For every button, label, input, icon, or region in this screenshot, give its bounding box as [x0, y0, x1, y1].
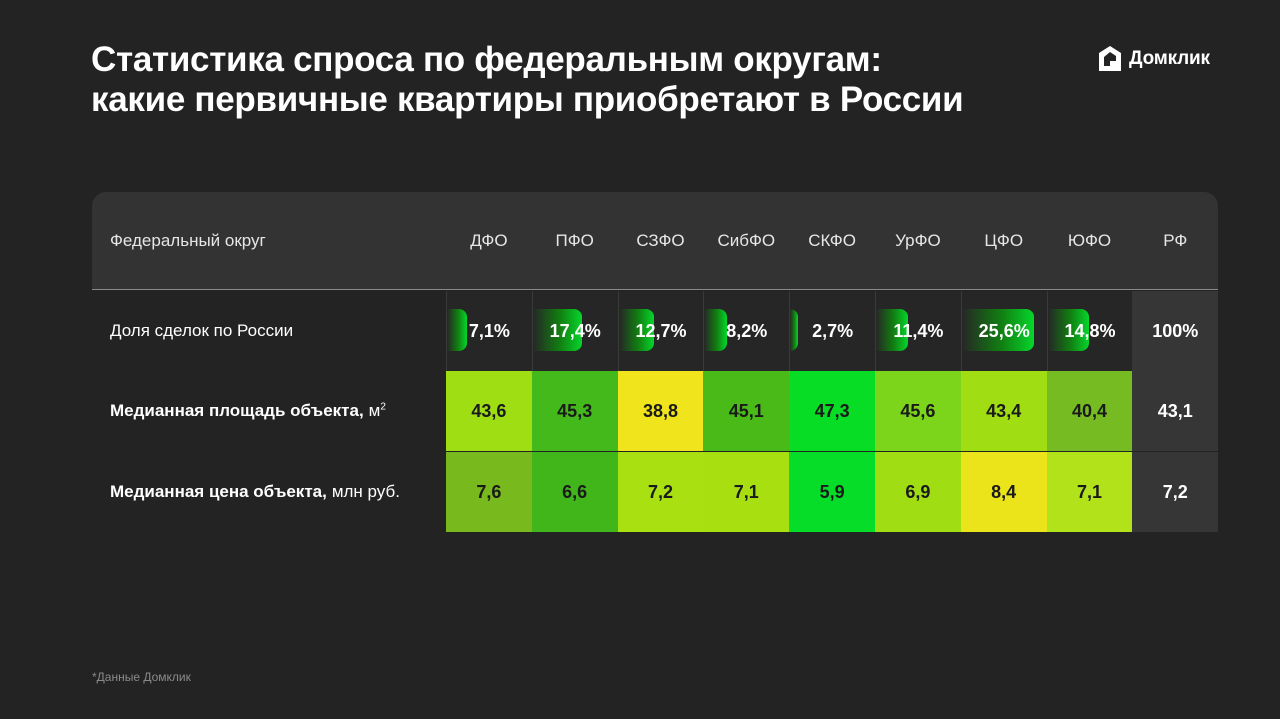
row-label-share: Доля сделок по России — [110, 291, 293, 371]
title-line-1: Статистика спроса по федеральным округам… — [91, 40, 882, 79]
row-label-unit: м2 — [368, 401, 386, 420]
title-line-2: какие первичные квартиры приобретают в Р… — [91, 80, 964, 119]
heatmap-cell: 5,9 — [789, 452, 875, 532]
table-row-area: Медианная площадь объекта, м2 43,6 45,3 38… — [92, 371, 1219, 451]
heatmap-cell: 7,6 — [446, 452, 532, 532]
heatmap-cell: 7,1 — [1046, 452, 1133, 532]
share-value: 14,8% — [1064, 320, 1116, 341]
share-value: 25,6% — [978, 320, 1030, 341]
column-header: СЗФО — [636, 231, 685, 250]
rf-total-cell: 43,1 — [1132, 371, 1219, 451]
heatmap-cell: 6,6 — [531, 452, 618, 532]
heatmap-cell: 7,1 — [703, 452, 790, 532]
heatmap-cell: 6,9 — [875, 452, 961, 532]
heatmap-cell: 43,4 — [960, 371, 1047, 451]
brand-logo: Домклик — [1097, 44, 1210, 74]
row-label-text: Доля сделок по России — [110, 321, 294, 340]
share-bar — [532, 309, 582, 351]
column-header: ЦФО — [984, 231, 1024, 250]
row-label-text: Медианная цена объекта, — [110, 482, 327, 501]
share-cell: 2,7% — [789, 291, 875, 371]
share-value: 17,4% — [549, 320, 601, 341]
share-cell: 12,7% — [617, 291, 704, 371]
share-cell: 7,1% — [446, 291, 532, 371]
column-header: СКФО — [808, 231, 856, 250]
table-row-price: Медианная цена объекта, млн руб. 7,6 6,6 7… — [92, 452, 1219, 532]
share-value: 11,4% — [893, 320, 944, 341]
heatmap-cell: 45,6 — [875, 371, 961, 451]
row-label-price: Медианная цена объекта, млн руб. — [110, 452, 400, 532]
share-value: 2,7% — [812, 320, 854, 341]
share-cell: 25,6% — [960, 291, 1047, 371]
heatmap-cell: 47,3 — [789, 371, 875, 451]
column-header: ЮФО — [1067, 231, 1112, 250]
rf-total-cell: 7,2 — [1132, 452, 1219, 532]
column-header: СибФО — [717, 231, 776, 250]
house-logo-icon — [1099, 46, 1121, 71]
heatmap-cell: 45,3 — [531, 371, 618, 451]
column-header: РФ — [1163, 231, 1188, 250]
table-row-share: Доля сделок по России 7,1% 17,4% 12,7% 8,2%… — [92, 291, 1219, 371]
table-header: Федеральный округ ДФО ПФО СЗФО СибФО СКФО УрФ… — [92, 192, 1218, 290]
stats-table: Федеральный округ ДФО ПФО СЗФО СибФО СКФО УрФ… — [92, 192, 1219, 533]
heatmap-cell: 38,8 — [617, 371, 704, 451]
page-title: Статистика спроса по федеральным округам… — [91, 40, 964, 120]
share-bar — [790, 309, 798, 351]
heatmap-cell: 40,4 — [1046, 371, 1133, 451]
row-label-unit: млн руб. — [331, 482, 400, 501]
share-bar — [447, 309, 467, 351]
column-header: УрФО — [895, 231, 941, 250]
footnote: *Данные Домклик — [92, 670, 191, 684]
share-cell: 8,2% — [703, 291, 790, 371]
header-label: Федеральный округ — [110, 231, 266, 250]
column-header: ДФО — [470, 231, 508, 250]
share-cell: 11,4% — [875, 291, 961, 371]
rf-total-cell: 100% — [1132, 291, 1219, 371]
share-value: 8,2% — [726, 320, 768, 341]
share-bar — [1047, 309, 1090, 351]
share-value: 7,1% — [468, 320, 510, 341]
heatmap-cell: 45,1 — [703, 371, 790, 451]
share-value: 12,7% — [635, 320, 687, 341]
share-bar — [876, 309, 909, 351]
row-label-area: Медианная площадь объекта, м2 — [110, 371, 386, 451]
share-bar — [618, 309, 655, 351]
column-header: ПФО — [555, 231, 594, 250]
logo-text: Домклик — [1129, 48, 1210, 69]
heatmap-cell: 43,6 — [446, 371, 532, 451]
row-label-text: Медианная площадь объекта, — [110, 401, 364, 420]
share-cell: 17,4% — [531, 291, 618, 371]
heatmap-cell: 8,4 — [960, 452, 1047, 532]
share-cell: 14,8% — [1046, 291, 1133, 371]
share-bar — [961, 309, 1034, 351]
share-bar — [704, 309, 728, 351]
heatmap-cell: 7,2 — [617, 452, 704, 532]
